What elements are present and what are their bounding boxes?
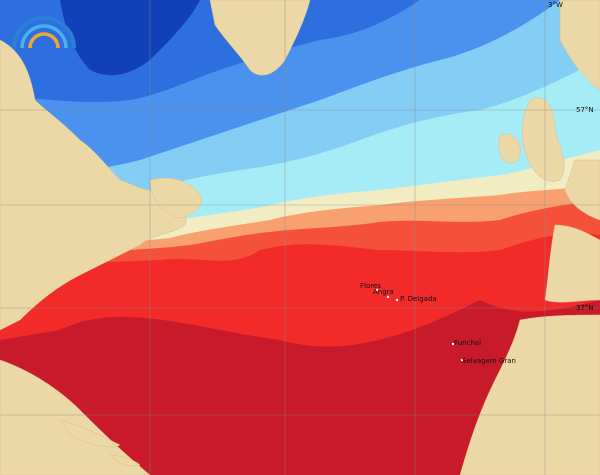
place-dot [460,358,464,362]
grid-label: 57°N [576,106,594,114]
great-britain [522,97,565,182]
place-label: Funchal [454,339,481,347]
grid-label: 3°W [548,1,563,9]
place-label: Selvagem Gran [462,357,516,365]
place-label: Angra [373,288,394,296]
logo-arc [28,32,60,49]
ireland [498,133,521,164]
place-label: P. Delgada [400,295,437,303]
logo-arc [20,24,68,49]
place-dot [386,295,390,299]
logo-arc [12,16,76,49]
place-dot [395,298,399,302]
sst-band [60,0,200,76]
logo [12,16,76,49]
place-dot [375,288,379,292]
africa [459,314,600,475]
newfoundland [149,177,202,219]
caribbean-islands [59,419,141,467]
grid-label: 37°N [576,304,594,312]
place-label: Flores [360,282,381,290]
place-dot [451,342,455,346]
